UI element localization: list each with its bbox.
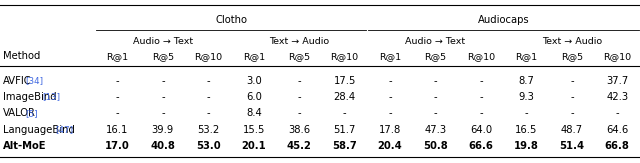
Text: 45.2: 45.2 bbox=[287, 141, 312, 151]
Text: 40.8: 40.8 bbox=[150, 141, 175, 151]
Text: 42.3: 42.3 bbox=[606, 92, 628, 102]
Text: VALOR: VALOR bbox=[3, 108, 36, 118]
Text: R@1: R@1 bbox=[379, 52, 401, 61]
Text: -: - bbox=[161, 92, 164, 102]
Text: -: - bbox=[207, 108, 210, 118]
Text: R@1: R@1 bbox=[106, 52, 129, 61]
Text: Clotho: Clotho bbox=[215, 15, 247, 25]
Text: -: - bbox=[388, 76, 392, 86]
Text: -: - bbox=[479, 108, 483, 118]
Text: 3.0: 3.0 bbox=[246, 76, 262, 86]
Text: 8.7: 8.7 bbox=[518, 76, 534, 86]
Text: -: - bbox=[207, 76, 210, 86]
Text: R@10: R@10 bbox=[467, 52, 495, 61]
Text: R@1: R@1 bbox=[515, 52, 538, 61]
Text: 53.0: 53.0 bbox=[196, 141, 221, 151]
Text: 16.1: 16.1 bbox=[106, 125, 129, 135]
Text: -: - bbox=[298, 92, 301, 102]
Text: -: - bbox=[525, 108, 528, 118]
Text: -: - bbox=[570, 108, 573, 118]
Text: 50.8: 50.8 bbox=[423, 141, 448, 151]
Text: R@5: R@5 bbox=[288, 52, 310, 61]
Text: -: - bbox=[479, 76, 483, 86]
Text: [34]: [34] bbox=[25, 76, 43, 85]
Text: 64.6: 64.6 bbox=[606, 125, 628, 135]
Text: R@10: R@10 bbox=[604, 52, 631, 61]
Text: Audiocaps: Audiocaps bbox=[478, 15, 529, 25]
Text: -: - bbox=[388, 108, 392, 118]
Text: 20.1: 20.1 bbox=[241, 141, 266, 151]
Text: -: - bbox=[434, 108, 437, 118]
Text: -: - bbox=[616, 108, 619, 118]
Text: -: - bbox=[116, 76, 119, 86]
Text: 66.6: 66.6 bbox=[468, 141, 493, 151]
Text: [13]: [13] bbox=[42, 92, 61, 102]
Text: R@5: R@5 bbox=[424, 52, 447, 61]
Text: -: - bbox=[570, 76, 573, 86]
Text: R@10: R@10 bbox=[195, 52, 222, 61]
Text: 53.2: 53.2 bbox=[197, 125, 220, 135]
Text: 17.5: 17.5 bbox=[333, 76, 356, 86]
Text: 19.8: 19.8 bbox=[514, 141, 539, 151]
Text: 48.7: 48.7 bbox=[561, 125, 583, 135]
Text: -: - bbox=[343, 108, 346, 118]
Text: 39.9: 39.9 bbox=[152, 125, 174, 135]
Text: -: - bbox=[298, 76, 301, 86]
Text: 58.7: 58.7 bbox=[332, 141, 357, 151]
Text: Alt-MoE: Alt-MoE bbox=[3, 141, 47, 151]
Text: R@5: R@5 bbox=[561, 52, 583, 61]
Text: LanguageBind: LanguageBind bbox=[3, 125, 75, 135]
Text: R@10: R@10 bbox=[331, 52, 358, 61]
Text: -: - bbox=[298, 108, 301, 118]
Text: 16.5: 16.5 bbox=[515, 125, 538, 135]
Text: -: - bbox=[570, 92, 573, 102]
Text: -: - bbox=[161, 108, 164, 118]
Text: -: - bbox=[434, 76, 437, 86]
Text: [47]: [47] bbox=[56, 125, 74, 134]
Text: 20.4: 20.4 bbox=[378, 141, 403, 151]
Text: R@5: R@5 bbox=[152, 52, 174, 61]
Text: 51.4: 51.4 bbox=[559, 141, 584, 151]
Text: 28.4: 28.4 bbox=[333, 92, 356, 102]
Text: 47.3: 47.3 bbox=[424, 125, 447, 135]
Text: 38.6: 38.6 bbox=[288, 125, 310, 135]
Text: Text → Audio: Text → Audio bbox=[269, 37, 329, 46]
Text: AVFIC: AVFIC bbox=[3, 76, 32, 86]
Text: Audio → Text: Audio → Text bbox=[133, 37, 193, 46]
Text: -: - bbox=[161, 76, 164, 86]
Text: -: - bbox=[116, 108, 119, 118]
Text: [5]: [5] bbox=[25, 109, 38, 118]
Text: -: - bbox=[116, 92, 119, 102]
Text: 15.5: 15.5 bbox=[243, 125, 265, 135]
Text: 8.4: 8.4 bbox=[246, 108, 262, 118]
Text: ImageBind: ImageBind bbox=[3, 92, 57, 102]
Text: 9.3: 9.3 bbox=[518, 92, 534, 102]
Text: 66.8: 66.8 bbox=[605, 141, 630, 151]
Text: R@1: R@1 bbox=[243, 52, 265, 61]
Text: 17.8: 17.8 bbox=[379, 125, 401, 135]
Text: -: - bbox=[434, 92, 437, 102]
Text: -: - bbox=[388, 92, 392, 102]
Text: -: - bbox=[207, 92, 210, 102]
Text: 64.0: 64.0 bbox=[470, 125, 492, 135]
Text: Method: Method bbox=[3, 51, 40, 61]
Text: Audio → Text: Audio → Text bbox=[406, 37, 465, 46]
Text: 17.0: 17.0 bbox=[105, 141, 130, 151]
Text: 37.7: 37.7 bbox=[606, 76, 628, 86]
Text: 6.0: 6.0 bbox=[246, 92, 262, 102]
Text: Text → Audio: Text → Audio bbox=[542, 37, 602, 46]
Text: 51.7: 51.7 bbox=[333, 125, 356, 135]
Text: -: - bbox=[479, 92, 483, 102]
